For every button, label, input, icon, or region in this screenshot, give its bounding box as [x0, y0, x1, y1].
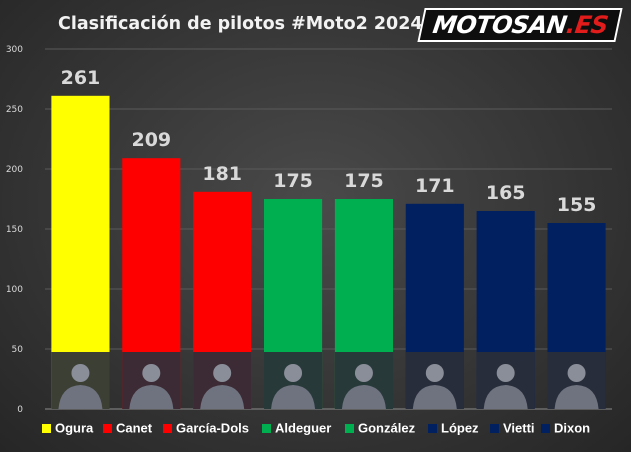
data-label: 181 — [202, 163, 242, 185]
data-label: 165 — [486, 182, 526, 204]
legend-swatch — [42, 424, 51, 433]
data-label: 209 — [131, 129, 171, 151]
legend-swatch — [345, 424, 354, 433]
rider-head-silhouette — [71, 364, 90, 382]
y-tick-label: 300 — [6, 45, 23, 55]
rider-head-silhouette — [354, 364, 373, 382]
rider-body-silhouette — [58, 385, 103, 409]
y-tick-label: 200 — [6, 165, 23, 175]
rider-body-silhouette — [412, 385, 457, 409]
rider-head-silhouette — [496, 364, 515, 382]
rider-body-silhouette — [200, 385, 245, 409]
data-label: 175 — [273, 170, 313, 192]
rider-head-silhouette — [142, 364, 161, 382]
legend-label: López — [441, 421, 479, 436]
rider-head-silhouette — [284, 364, 303, 382]
y-tick-label: 150 — [6, 225, 23, 235]
legend-swatch — [262, 424, 271, 433]
rider-body-silhouette — [129, 385, 174, 409]
y-tick-label: 50 — [12, 345, 24, 355]
legend-swatch — [428, 424, 437, 433]
data-label: 175 — [344, 170, 384, 192]
legend-label: Aldeguer — [275, 421, 331, 436]
data-label: 171 — [415, 175, 455, 197]
legend-label: Canet — [116, 421, 153, 436]
legend-label: Ogura — [55, 421, 94, 436]
y-tick-label: 0 — [17, 405, 23, 415]
rider-body-silhouette — [271, 385, 316, 409]
rider-head-silhouette — [567, 364, 586, 382]
data-label: 261 — [61, 67, 101, 89]
legend-label: González — [358, 421, 416, 436]
chart-title: Clasificación de pilotos #Moto2 2024 — [58, 14, 423, 34]
legend-label: Dixon — [554, 421, 590, 436]
rider-body-silhouette — [483, 385, 528, 409]
y-tick-label: 250 — [6, 105, 23, 115]
rider-head-silhouette — [425, 364, 444, 382]
rider-body-silhouette — [341, 385, 386, 409]
legend-swatch — [541, 424, 550, 433]
legend-swatch — [163, 424, 172, 433]
legend-swatch — [490, 424, 499, 433]
rider-head-silhouette — [213, 364, 232, 382]
rider-body-silhouette — [554, 385, 599, 409]
legend-label: García-Dols — [176, 421, 249, 436]
legend-swatch — [103, 424, 112, 433]
data-label: 155 — [557, 194, 597, 216]
y-tick-label: 100 — [6, 285, 23, 295]
legend-label: Vietti — [503, 421, 535, 436]
